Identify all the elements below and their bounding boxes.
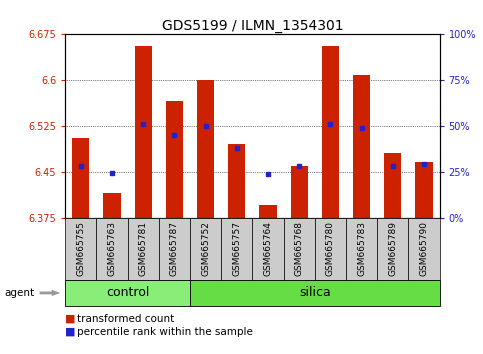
Bar [259, 205, 277, 218]
Text: GSM665768: GSM665768 [295, 221, 304, 276]
Bar [166, 101, 183, 218]
Text: agent: agent [5, 288, 35, 298]
Text: silica: silica [299, 286, 331, 299]
Bar [103, 193, 121, 218]
Text: GSM665781: GSM665781 [139, 221, 148, 276]
Text: GSM665783: GSM665783 [357, 221, 366, 276]
Text: GSM665787: GSM665787 [170, 221, 179, 276]
Text: GSM665752: GSM665752 [201, 221, 210, 276]
Bar [322, 46, 339, 218]
Text: GSM665789: GSM665789 [388, 221, 397, 276]
Text: GSM665780: GSM665780 [326, 221, 335, 276]
Bar [197, 80, 214, 218]
Text: GSM665790: GSM665790 [419, 221, 428, 276]
Text: GSM665763: GSM665763 [108, 221, 116, 276]
Bar [353, 75, 370, 218]
Bar [384, 153, 401, 218]
Text: ■: ■ [65, 327, 76, 337]
Bar [228, 144, 245, 218]
Text: ■: ■ [65, 314, 76, 324]
Bar [291, 166, 308, 218]
Text: control: control [106, 286, 149, 299]
Bar [72, 138, 89, 218]
Bar [415, 162, 432, 218]
Bar [135, 46, 152, 218]
Title: GDS5199 / ILMN_1354301: GDS5199 / ILMN_1354301 [161, 19, 343, 33]
Text: transformed count: transformed count [77, 314, 174, 324]
Text: GSM665755: GSM665755 [76, 221, 85, 276]
Text: percentile rank within the sample: percentile rank within the sample [77, 327, 253, 337]
Text: GSM665757: GSM665757 [232, 221, 242, 276]
Text: GSM665764: GSM665764 [263, 221, 272, 276]
